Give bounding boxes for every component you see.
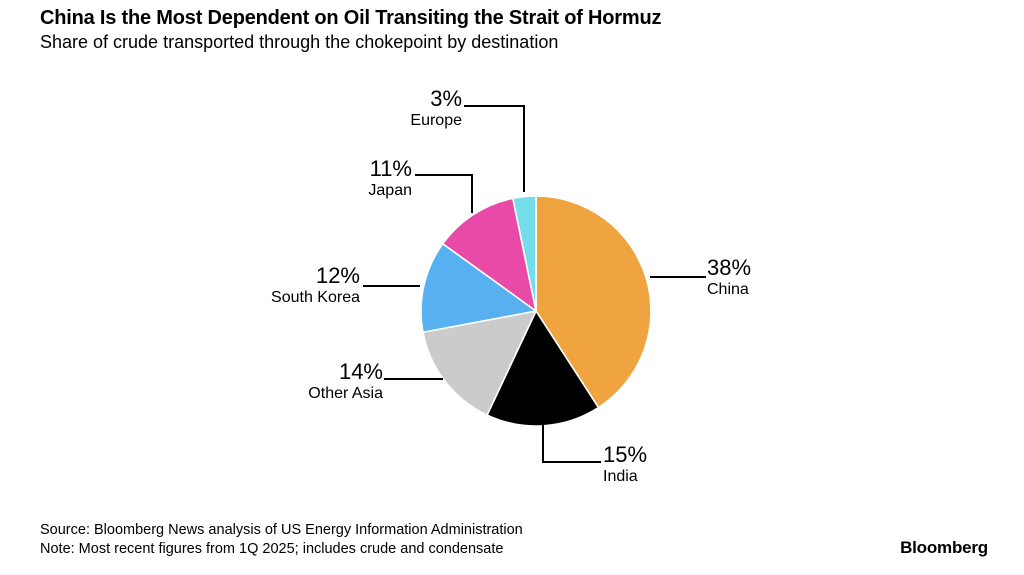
pie-slice-other-asia	[422, 310, 537, 416]
slice-value: 15%	[603, 442, 648, 467]
source-text: Source: Bloomberg News analysis of US En…	[40, 522, 523, 538]
slice-name: India	[603, 468, 638, 485]
pie-slice-europe	[512, 195, 537, 312]
page-title: China Is the Most Dependent on Oil Trans…	[40, 7, 662, 29]
slice-label-south-korea: 12% South Korea	[271, 264, 360, 307]
slice-name: Europe	[410, 112, 462, 129]
slice-value: 14%	[338, 359, 383, 384]
pie-slices	[420, 195, 652, 427]
slice-name: Japan	[368, 182, 412, 199]
note-text: Note: Most recent figures from 1Q 2025; …	[40, 541, 504, 557]
slice-label-europe: 3% Europe	[410, 87, 462, 130]
slice-label-china: 38% China	[707, 256, 751, 299]
slice-label-other-asia: 14% Other Asia	[308, 360, 383, 403]
callout-line-india	[542, 424, 601, 463]
slice-name: Other Asia	[308, 385, 383, 402]
pie-slice-south-korea	[420, 242, 537, 334]
slice-value: 12%	[315, 263, 360, 288]
slice-label-india: 15% India	[603, 443, 647, 486]
slice-value: 38%	[707, 255, 752, 280]
bloomberg-logo: Bloomberg	[900, 538, 988, 557]
slice-value: 3%	[430, 86, 462, 111]
slice-label-japan: 11% Japan	[368, 157, 412, 200]
slice-name: China	[707, 281, 749, 298]
callout-line-europe	[464, 105, 525, 192]
page-subtitle: Share of crude transported through the c…	[40, 32, 559, 52]
callout-lines	[363, 105, 706, 463]
slice-name: South Korea	[271, 289, 360, 306]
callout-line-japan	[415, 174, 473, 213]
slice-value: 11%	[369, 156, 412, 181]
pie-slice-japan	[441, 197, 537, 312]
